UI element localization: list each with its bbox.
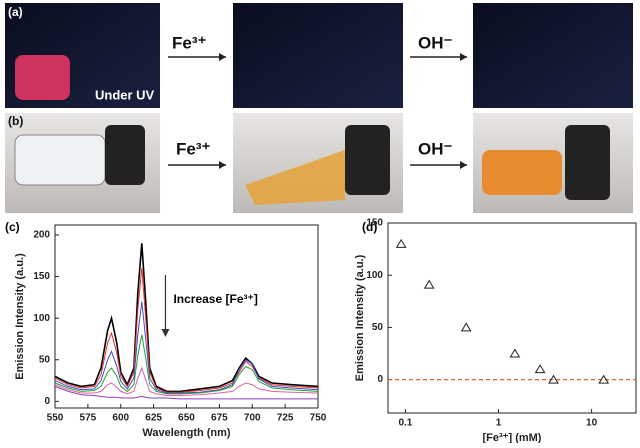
reagent: OH⁻: [418, 33, 453, 52]
marker: [598, 374, 610, 384]
spectrum-line: [54, 243, 319, 393]
x-tick-label: 1: [496, 418, 502, 429]
arrowhead: [219, 53, 226, 61]
y-tick-label: 100: [366, 270, 383, 281]
x-axis-label: Wavelength (nm): [142, 427, 231, 439]
marker: [460, 322, 472, 332]
plot-frame: [387, 222, 637, 414]
x-tick-label: 625: [145, 413, 162, 424]
panel-label: (b): [8, 114, 23, 128]
x-tick-label: 700: [244, 413, 261, 424]
spectrum-line: [54, 366, 319, 396]
reagent: OH⁻: [418, 139, 453, 158]
y-tick-label: 100: [33, 313, 50, 324]
photo-row-b: (b) Fe³⁺ OH⁻: [5, 113, 633, 213]
x-tick-label: 575: [80, 413, 97, 424]
y-tick-label: 0: [44, 396, 50, 407]
panel-label: (c): [5, 220, 20, 234]
photo: [473, 3, 633, 108]
y-axis-label: Emission Intensity (a.u.): [354, 254, 366, 381]
spectrum-line: [54, 334, 319, 395]
marker: [423, 279, 435, 289]
reagent: Fe³⁺: [176, 139, 211, 158]
glow: [15, 55, 70, 100]
solution: [245, 150, 345, 205]
photo-caption: Under UV: [95, 87, 155, 102]
plot-frame: [54, 224, 319, 409]
x-tick-label: 550: [47, 413, 64, 424]
marker: [509, 348, 521, 358]
photo: [233, 3, 403, 108]
x-tick-label: 650: [178, 413, 195, 424]
x-tick-label: 675: [211, 413, 228, 424]
spectrum-line: [54, 385, 318, 400]
spectrum-line: [54, 301, 319, 394]
panel-label: (d): [362, 220, 377, 234]
y-tick-label: 150: [33, 271, 50, 282]
x-tick-label: 10: [586, 418, 598, 429]
vial: [14, 134, 106, 186]
marker: [534, 364, 546, 374]
y-tick-label: 150: [366, 218, 383, 229]
cap: [565, 125, 610, 200]
y-tick-label: 50: [372, 322, 384, 333]
cap: [345, 125, 390, 195]
solution: [482, 150, 562, 195]
reagent: Fe³⁺: [172, 33, 207, 52]
photo-row-a: (a) Under UV Fe³⁺ OH⁻: [5, 3, 633, 108]
arrowhead: [460, 53, 467, 61]
x-tick-label: 0.1: [398, 418, 412, 429]
arrowhead: [219, 161, 226, 169]
x-tick-label: 600: [112, 413, 129, 424]
x-tick-label: 750: [310, 413, 327, 424]
arrowhead: [460, 161, 467, 169]
annotation: Increase [Fe³⁺]: [173, 292, 257, 306]
spectrum-line: [54, 268, 319, 393]
y-tick-label: 50: [39, 354, 51, 365]
panel-label: (a): [8, 5, 23, 19]
x-axis-label: [Fe³⁺] (mM): [483, 432, 542, 443]
marker: [548, 374, 559, 384]
y-tick-label: 200: [33, 230, 50, 241]
marker: [395, 238, 407, 248]
x-tick-label: 725: [277, 413, 294, 424]
annotation-arrowhead: [161, 329, 170, 337]
y-axis-label: Emission Intensity (a.u.): [14, 253, 26, 380]
y-tick-label: 0: [377, 374, 383, 385]
cap: [105, 125, 145, 185]
